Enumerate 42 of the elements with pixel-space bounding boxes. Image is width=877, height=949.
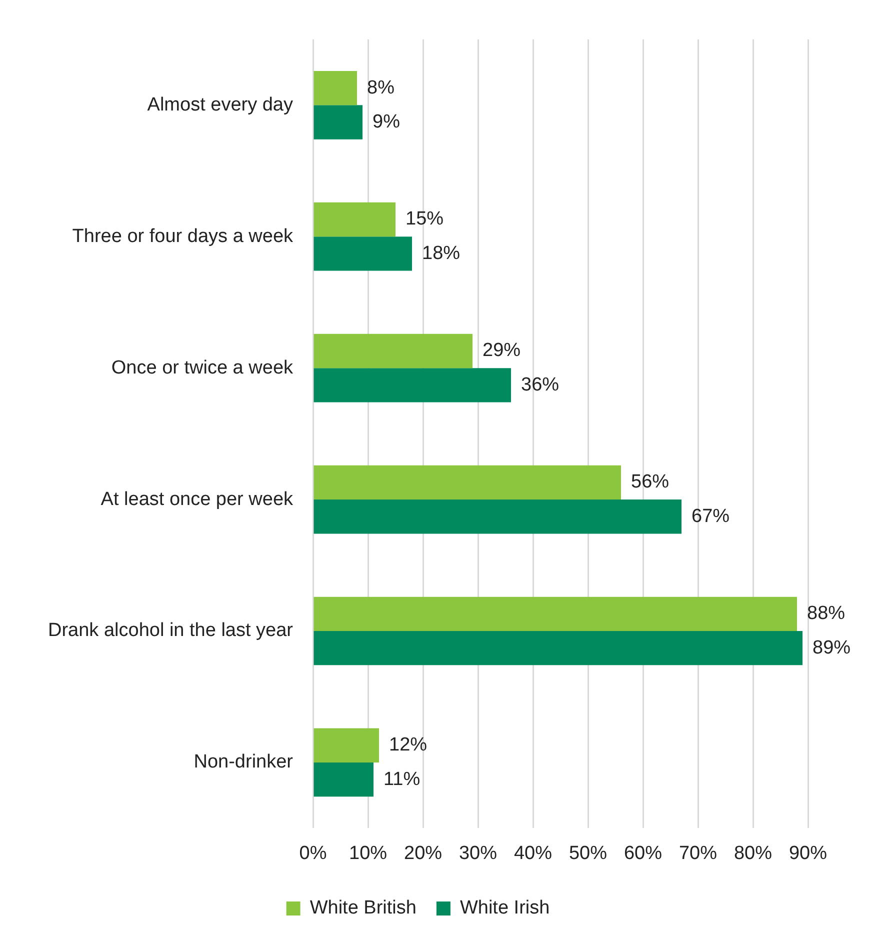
data-label: 89%: [812, 637, 851, 658]
data-label: 36%: [521, 374, 560, 396]
bar: [314, 70, 358, 106]
data-label: 11%: [384, 768, 420, 790]
bar: [314, 728, 380, 762]
y-tick-label: Drank alcohol in the last year: [48, 620, 294, 642]
data-label: 29%: [482, 340, 521, 362]
bar: [314, 500, 682, 534]
data-label: 8%: [367, 77, 395, 98]
x-tick-label: 40%: [514, 842, 552, 864]
bar: [314, 465, 622, 500]
x-tick-label: 0%: [299, 842, 327, 864]
data-label: 9%: [372, 111, 400, 132]
data-label: 67%: [692, 506, 730, 527]
data-label: 88%: [807, 603, 846, 624]
bar: [314, 762, 374, 797]
bar: [314, 368, 512, 402]
bar: [314, 596, 797, 631]
data-label: 15%: [406, 208, 444, 230]
data-label: 18%: [422, 242, 460, 264]
bar: [314, 105, 363, 140]
bar: [314, 334, 473, 368]
y-tick-label: At least once per week: [100, 488, 294, 510]
data-label: 56%: [631, 472, 670, 493]
y-tick-label: Almost every day: [147, 94, 294, 116]
legend-label: White British: [310, 898, 416, 919]
x-tick-label: 10%: [348, 842, 388, 864]
x-tick-label: 60%: [624, 842, 662, 864]
y-tick-label: Three or four days a week: [72, 226, 294, 247]
legend-label: White Irish: [460, 898, 550, 919]
bar: [314, 631, 802, 666]
bar: [314, 236, 412, 271]
x-tick-label: 30%: [458, 842, 498, 864]
x-tick-label: 70%: [678, 842, 718, 864]
y-tick-label: Once or twice a week: [111, 357, 294, 378]
data-label: 12%: [389, 734, 428, 756]
bar: [314, 202, 396, 237]
x-tick-label: 80%: [734, 842, 772, 864]
x-tick-label: 90%: [788, 842, 828, 864]
x-tick-label: 20%: [404, 842, 442, 864]
y-tick-label: Non-drinker: [194, 752, 294, 773]
x-tick-label: 50%: [568, 842, 608, 864]
